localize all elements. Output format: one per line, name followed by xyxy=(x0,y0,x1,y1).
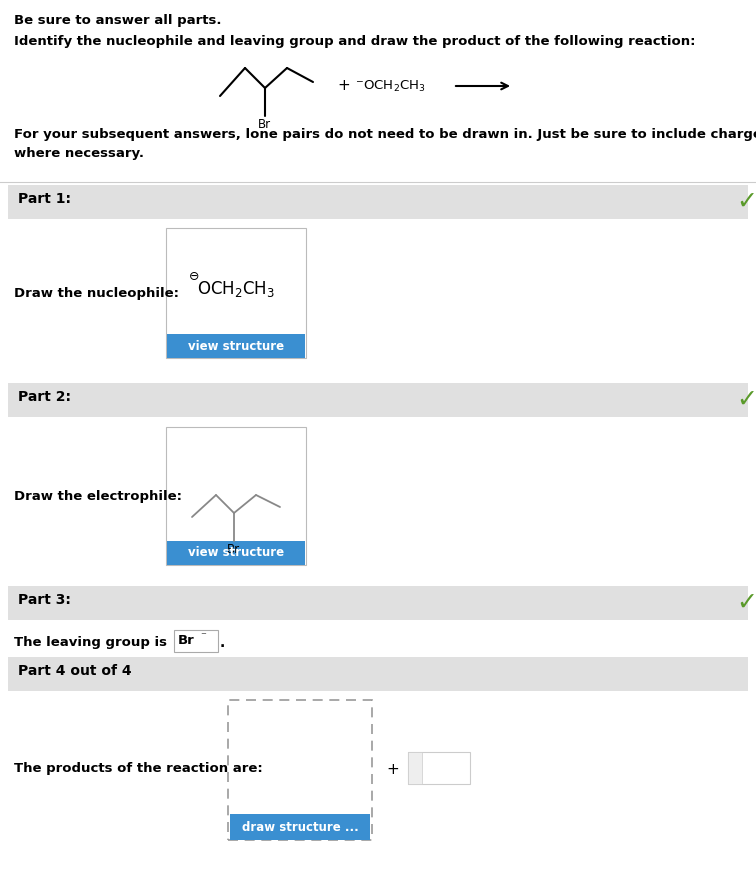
Bar xyxy=(166,228,306,358)
Text: $\ominus$: $\ominus$ xyxy=(188,270,200,283)
Text: Part 1:: Part 1: xyxy=(18,192,71,206)
Text: $^{-}$OCH$_2$CH$_3$: $^{-}$OCH$_2$CH$_3$ xyxy=(355,78,426,93)
Text: The leaving group is: The leaving group is xyxy=(14,636,167,649)
Text: Br: Br xyxy=(227,543,240,556)
Text: ✓: ✓ xyxy=(736,388,756,412)
Text: ✓: ✓ xyxy=(736,190,756,214)
Text: Be sure to answer all parts.: Be sure to answer all parts. xyxy=(14,14,222,27)
Text: draw structure ...: draw structure ... xyxy=(242,821,358,834)
Text: .: . xyxy=(220,636,225,650)
Bar xyxy=(8,586,748,620)
Text: view structure: view structure xyxy=(188,339,284,352)
Text: ✓: ✓ xyxy=(736,591,756,615)
Bar xyxy=(166,427,306,565)
Bar xyxy=(8,185,748,219)
Text: Draw the nucleophile:: Draw the nucleophile: xyxy=(14,287,179,300)
Bar xyxy=(174,630,218,652)
Text: Br: Br xyxy=(178,634,195,647)
Bar xyxy=(228,700,372,840)
Bar xyxy=(167,334,305,358)
Text: Part 3:: Part 3: xyxy=(18,593,71,607)
Text: Identify the nucleophile and leaving group and draw the product of the following: Identify the nucleophile and leaving gro… xyxy=(14,35,696,48)
Bar xyxy=(8,383,748,417)
Text: For your subsequent answers, lone pairs do not need to be drawn in. Just be sure: For your subsequent answers, lone pairs … xyxy=(14,128,756,160)
Bar xyxy=(8,657,748,691)
Text: Draw the electrophile:: Draw the electrophile: xyxy=(14,490,182,503)
Bar xyxy=(230,814,370,840)
Text: The products of the reaction are:: The products of the reaction are: xyxy=(14,762,263,775)
Bar xyxy=(167,541,305,565)
Text: ⁻: ⁻ xyxy=(200,631,206,641)
Text: +: + xyxy=(386,762,398,777)
Bar xyxy=(408,752,470,784)
Bar xyxy=(408,752,422,784)
Text: +: + xyxy=(337,78,350,93)
Text: Part 4 out of 4: Part 4 out of 4 xyxy=(18,664,132,678)
Text: Part 2:: Part 2: xyxy=(18,390,71,404)
Text: view structure: view structure xyxy=(188,547,284,560)
Text: OCH$_2$CH$_3$: OCH$_2$CH$_3$ xyxy=(197,279,275,299)
Text: Br: Br xyxy=(258,118,271,131)
